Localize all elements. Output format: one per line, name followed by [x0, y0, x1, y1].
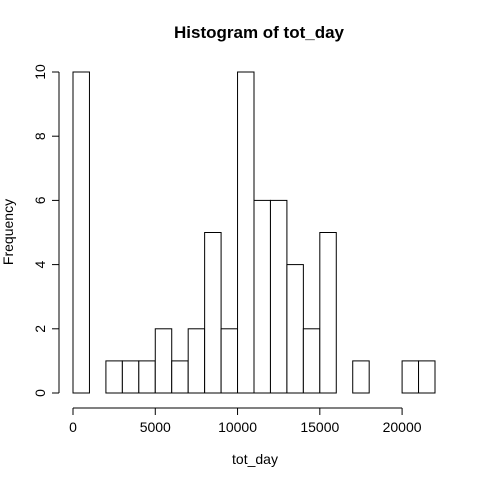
histogram-bar [154, 328, 173, 394]
x-tick-label: 20000 [383, 419, 422, 435]
histogram-bar [286, 264, 304, 394]
histogram-bar [237, 71, 255, 394]
x-axis: 0 5000 10000 15000 20000 [69, 407, 422, 435]
histogram-bar [204, 232, 222, 394]
histogram-bar [138, 360, 156, 394]
y-tick-label: 2 [32, 325, 48, 333]
histogram-bar [352, 360, 370, 394]
x-axis-label: tot_day [232, 451, 278, 467]
histogram-bar [72, 71, 90, 394]
y-tick-label: 0 [32, 389, 48, 397]
histogram-bar [220, 328, 239, 394]
histogram-bar [319, 232, 337, 394]
y-tick-label: 6 [32, 196, 48, 204]
x-tick-label: 15000 [300, 419, 339, 435]
y-tick-label: 8 [32, 132, 48, 140]
x-tick-label: 0 [69, 419, 77, 435]
histogram-bar [105, 360, 123, 394]
y-axis: 0 2 4 6 8 10 [32, 64, 60, 397]
histogram-bar [187, 328, 206, 394]
histogram-bar [418, 360, 436, 394]
y-tick-label: 4 [32, 260, 48, 268]
bars-group [72, 71, 436, 394]
histogram-bar [401, 360, 420, 394]
x-tick-label: 10000 [218, 419, 257, 435]
chart-title: Histogram of tot_day [174, 23, 345, 42]
y-tick-label: 10 [32, 64, 48, 80]
histogram-bar [302, 328, 321, 394]
y-axis-label: Frequency [0, 199, 16, 265]
histogram-bar [253, 199, 271, 394]
histogram-bar [121, 360, 140, 394]
histogram-bar [269, 199, 288, 394]
histogram-bar [171, 360, 189, 394]
x-tick-label: 5000 [140, 419, 171, 435]
